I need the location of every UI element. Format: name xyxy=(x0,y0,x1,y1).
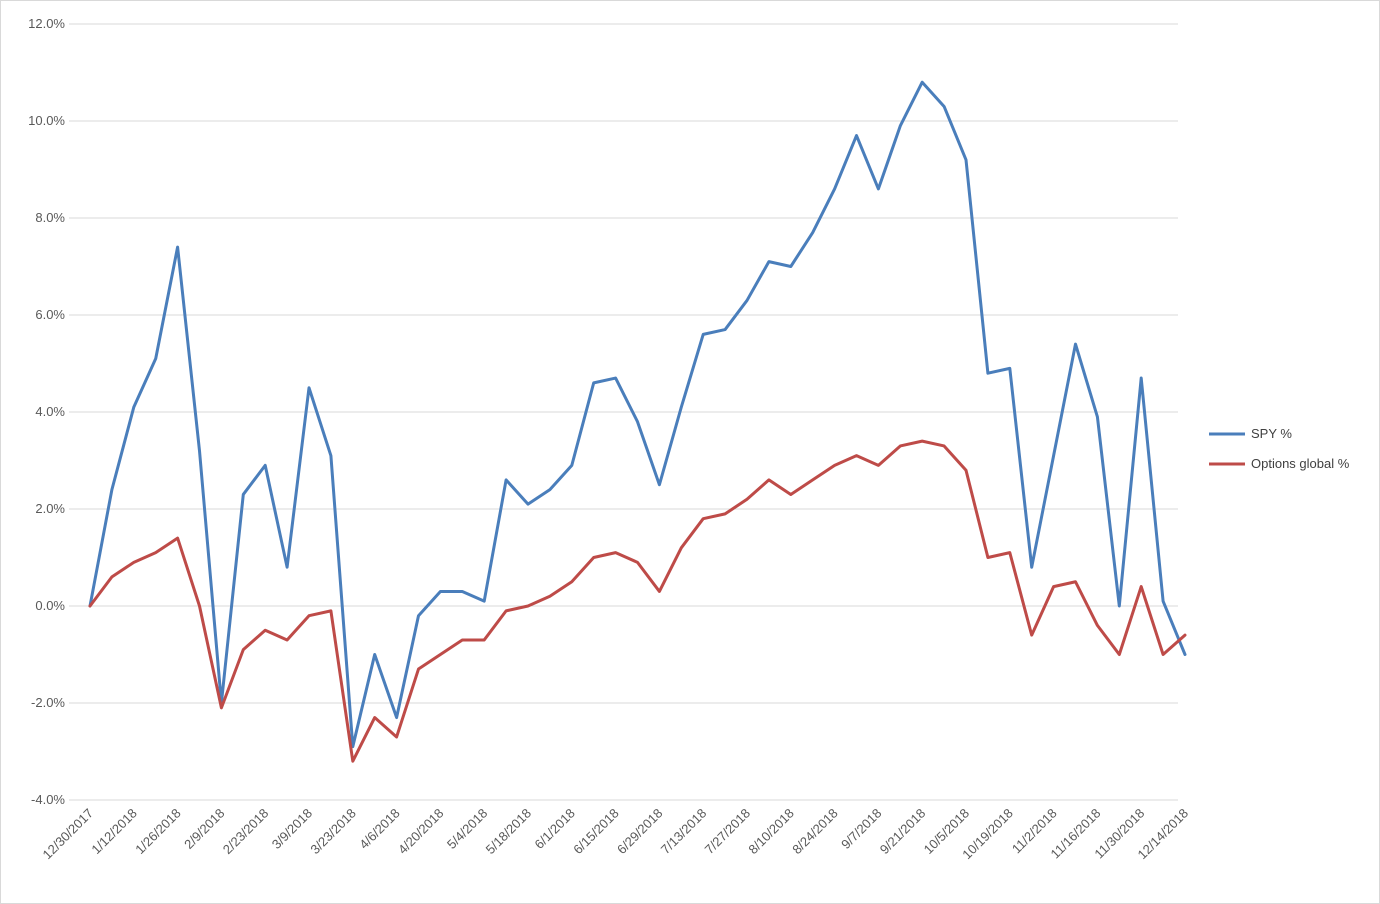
legend-label: Options global % xyxy=(1251,456,1350,471)
y-tick-label: 0.0% xyxy=(35,598,65,613)
legend-label: SPY % xyxy=(1251,426,1292,441)
x-tick-label: 1/12/2018 xyxy=(88,806,140,858)
x-tick-label: 7/13/2018 xyxy=(658,806,710,858)
y-tick-label: 2.0% xyxy=(35,501,65,516)
series-line xyxy=(88,439,1187,763)
y-tick-label: 4.0% xyxy=(35,404,65,419)
y-tick-label: 12.0% xyxy=(28,16,65,31)
series-lines xyxy=(88,80,1187,763)
y-tick-label: 10.0% xyxy=(28,113,65,128)
x-tick-label: 1/26/2018 xyxy=(132,806,184,858)
x-tick-label: 8/24/2018 xyxy=(789,806,841,858)
x-tick-label: 2/23/2018 xyxy=(220,806,272,858)
y-tick-label: 6.0% xyxy=(35,307,65,322)
x-tick-label: 6/15/2018 xyxy=(570,806,622,858)
x-tick-label: 6/29/2018 xyxy=(614,806,666,858)
y-tick-labels: -4.0% -2.0% 0.0% 2.0% 4.0% 6.0% 8.0% 10.0% 12.0% xyxy=(28,16,65,807)
y-tick-label: 8.0% xyxy=(35,210,65,225)
legend: SPY % Options global % xyxy=(1209,426,1350,471)
x-tick-label: 8/10/2018 xyxy=(745,806,797,858)
x-tick-label: 4/20/2018 xyxy=(395,806,447,858)
x-tick-label: 9/21/2018 xyxy=(877,806,929,858)
y-tick-label: -4.0% xyxy=(31,792,65,807)
series-line xyxy=(88,80,1187,749)
x-tick-label: 3/23/2018 xyxy=(307,806,359,858)
y-tick-label: -2.0% xyxy=(31,695,65,710)
x-tick-label: 12/30/2017 xyxy=(39,806,96,863)
x-tick-labels: 12/30/20171/12/20181/26/20182/9/20182/23… xyxy=(39,806,1191,863)
x-tick-label: 7/27/2018 xyxy=(702,806,754,858)
x-tick-label: 5/18/2018 xyxy=(483,806,535,858)
gridlines xyxy=(69,23,1178,801)
